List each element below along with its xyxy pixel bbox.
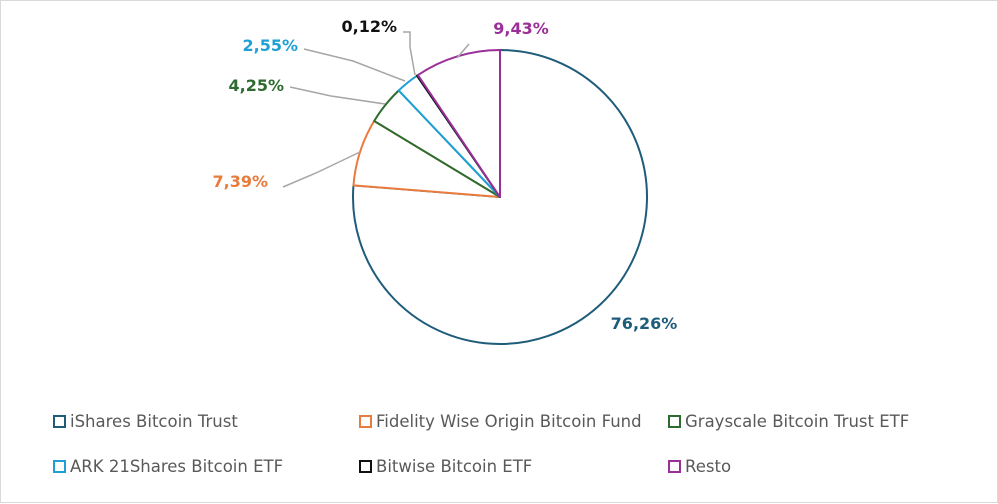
legend-item-grayscale-bitcoin-trust-etf: Grayscale Bitcoin Trust ETF <box>668 410 909 432</box>
leader-line-ark-21shares-bitcoin-etf <box>303 48 406 82</box>
legend-swatch-resto <box>668 459 681 473</box>
leader-line-grayscale-bitcoin-trust-etf <box>289 86 386 105</box>
leader-line-fidelity-wise-origin-bitcoin-fund <box>282 151 361 188</box>
legend-swatch-ark-21shares-bitcoin-etf <box>53 459 66 473</box>
legend-label-fidelity-wise-origin-bitcoin-fund: Fidelity Wise Origin Bitcoin Fund <box>376 411 642 431</box>
legend-label-grayscale-bitcoin-trust-etf: Grayscale Bitcoin Trust ETF <box>685 411 910 431</box>
data-labels: 76,26% 7,39% 4,25% 2,55% 0,12% 9,43% <box>212 17 677 333</box>
legend-item-ishares-bitcoin-trust: iShares Bitcoin Trust <box>53 410 238 432</box>
leader-line-bitwise-bitcoin-etf <box>403 31 416 76</box>
leader-line-resto <box>456 43 470 59</box>
legend-label-ark-21shares-bitcoin-etf: ARK 21Shares Bitcoin ETF <box>70 456 284 476</box>
data-label-bitwise-bitcoin-etf: 0,12% <box>341 17 397 36</box>
legend-swatch-fidelity-wise-origin-bitcoin-fund <box>359 414 372 428</box>
legend-item-resto: Resto <box>668 455 731 477</box>
legend-label-bitwise-bitcoin-etf: Bitwise Bitcoin ETF <box>376 456 533 476</box>
data-label-grayscale-bitcoin-trust-etf: 4,25% <box>228 76 284 95</box>
legend-item-fidelity-wise-origin-bitcoin-fund: Fidelity Wise Origin Bitcoin Fund <box>359 410 642 432</box>
legend-swatch-ishares-bitcoin-trust <box>53 414 66 428</box>
legend-label-ishares-bitcoin-trust: iShares Bitcoin Trust <box>70 411 238 431</box>
pie-slices <box>352 49 648 345</box>
legend-swatch-bitwise-bitcoin-etf <box>359 459 372 473</box>
pie-slice-resto <box>416 49 501 198</box>
data-label-ark-21shares-bitcoin-etf: 2,55% <box>242 36 298 55</box>
leader-lines <box>282 31 470 188</box>
legend-label-resto: Resto <box>685 456 732 476</box>
legend-item-bitwise-bitcoin-etf: Bitwise Bitcoin ETF <box>359 455 532 477</box>
data-label-resto: 9,43% <box>493 19 549 38</box>
data-label-ishares-bitcoin-trust: 76,26% <box>611 314 678 333</box>
legend-swatch-grayscale-bitcoin-trust-etf <box>668 414 681 428</box>
data-label-fidelity-wise-origin-bitcoin-fund: 7,39% <box>212 172 268 191</box>
legend-item-ark-21shares-bitcoin-etf: ARK 21Shares Bitcoin ETF <box>53 455 283 477</box>
